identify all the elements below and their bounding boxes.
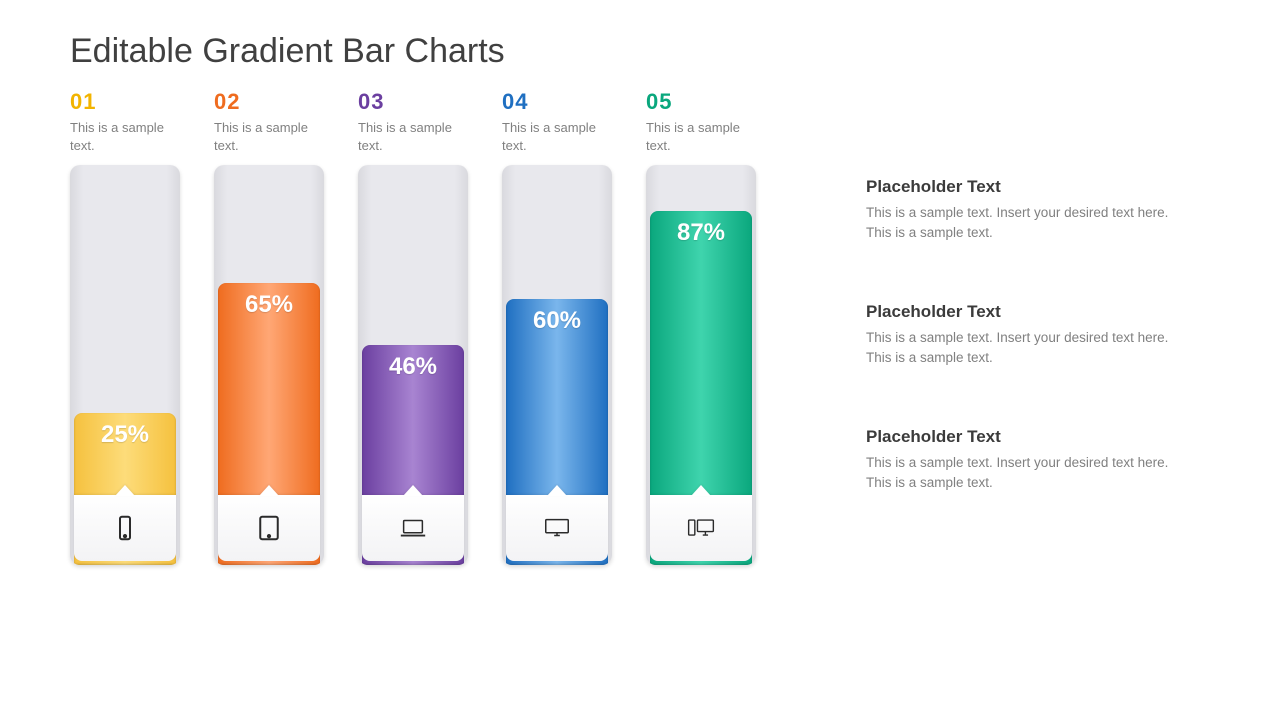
placeholder-body: This is a sample text. Insert your desir…: [866, 453, 1186, 492]
tablet-icon: [218, 495, 320, 561]
bar-number: 04: [502, 89, 612, 115]
bar-number: 01: [70, 89, 180, 115]
bar-value-label: 25%: [74, 421, 176, 449]
placeholder-body: This is a sample text. Insert your desir…: [866, 203, 1186, 242]
placeholder-block: Placeholder Text This is a sample text. I…: [866, 302, 1186, 367]
phone-icon: [74, 495, 176, 561]
side-text-group: Placeholder Text This is a sample text. I…: [866, 89, 1186, 565]
page-title: Editable Gradient Bar Charts: [70, 32, 1210, 71]
placeholder-title: Placeholder Text: [866, 427, 1186, 447]
bar-track: 65%: [214, 165, 324, 565]
placeholder-title: Placeholder Text: [866, 302, 1186, 322]
bar-value-label: 46%: [362, 353, 464, 381]
bar-track: 60%: [502, 165, 612, 565]
placeholder-body: This is a sample text. Insert your desir…: [866, 328, 1186, 367]
bar-track: 87%: [646, 165, 756, 565]
bar-subtext: This is a sample text.: [214, 119, 324, 159]
bar-value-label: 60%: [506, 307, 608, 335]
bar-track: 46%: [358, 165, 468, 565]
bar-subtext: This is a sample text.: [646, 119, 756, 159]
placeholder-block: Placeholder Text This is a sample text. I…: [866, 427, 1186, 492]
bar-column-2: 02 This is a sample text. 65%: [214, 89, 324, 565]
bar-chart-group: 01 This is a sample text. 25% 02 This is a s…: [70, 89, 756, 565]
bar-column-3: 03 This is a sample text. 46%: [358, 89, 468, 565]
bar-subtext: This is a sample text.: [70, 119, 180, 159]
bar-value-label: 87%: [650, 219, 752, 247]
bar-subtext: This is a sample text.: [358, 119, 468, 159]
bar-column-4: 04 This is a sample text. 60%: [502, 89, 612, 565]
placeholder-block: Placeholder Text This is a sample text. I…: [866, 177, 1186, 242]
bar-column-1: 01 This is a sample text. 25%: [70, 89, 180, 565]
bar-number: 02: [214, 89, 324, 115]
bar-subtext: This is a sample text.: [502, 119, 612, 159]
content-row: 01 This is a sample text. 25% 02 This is a s…: [70, 89, 1210, 565]
laptop-icon: [362, 495, 464, 561]
desktop-icon: [650, 495, 752, 561]
bar-value-label: 65%: [218, 291, 320, 319]
slide: Editable Gradient Bar Charts 01 This is a…: [0, 0, 1280, 720]
monitor-icon: [506, 495, 608, 561]
bar-column-5: 05 This is a sample text. 87%: [646, 89, 756, 565]
bar-track: 25%: [70, 165, 180, 565]
bar-number: 03: [358, 89, 468, 115]
placeholder-title: Placeholder Text: [866, 177, 1186, 197]
bar-number: 05: [646, 89, 756, 115]
